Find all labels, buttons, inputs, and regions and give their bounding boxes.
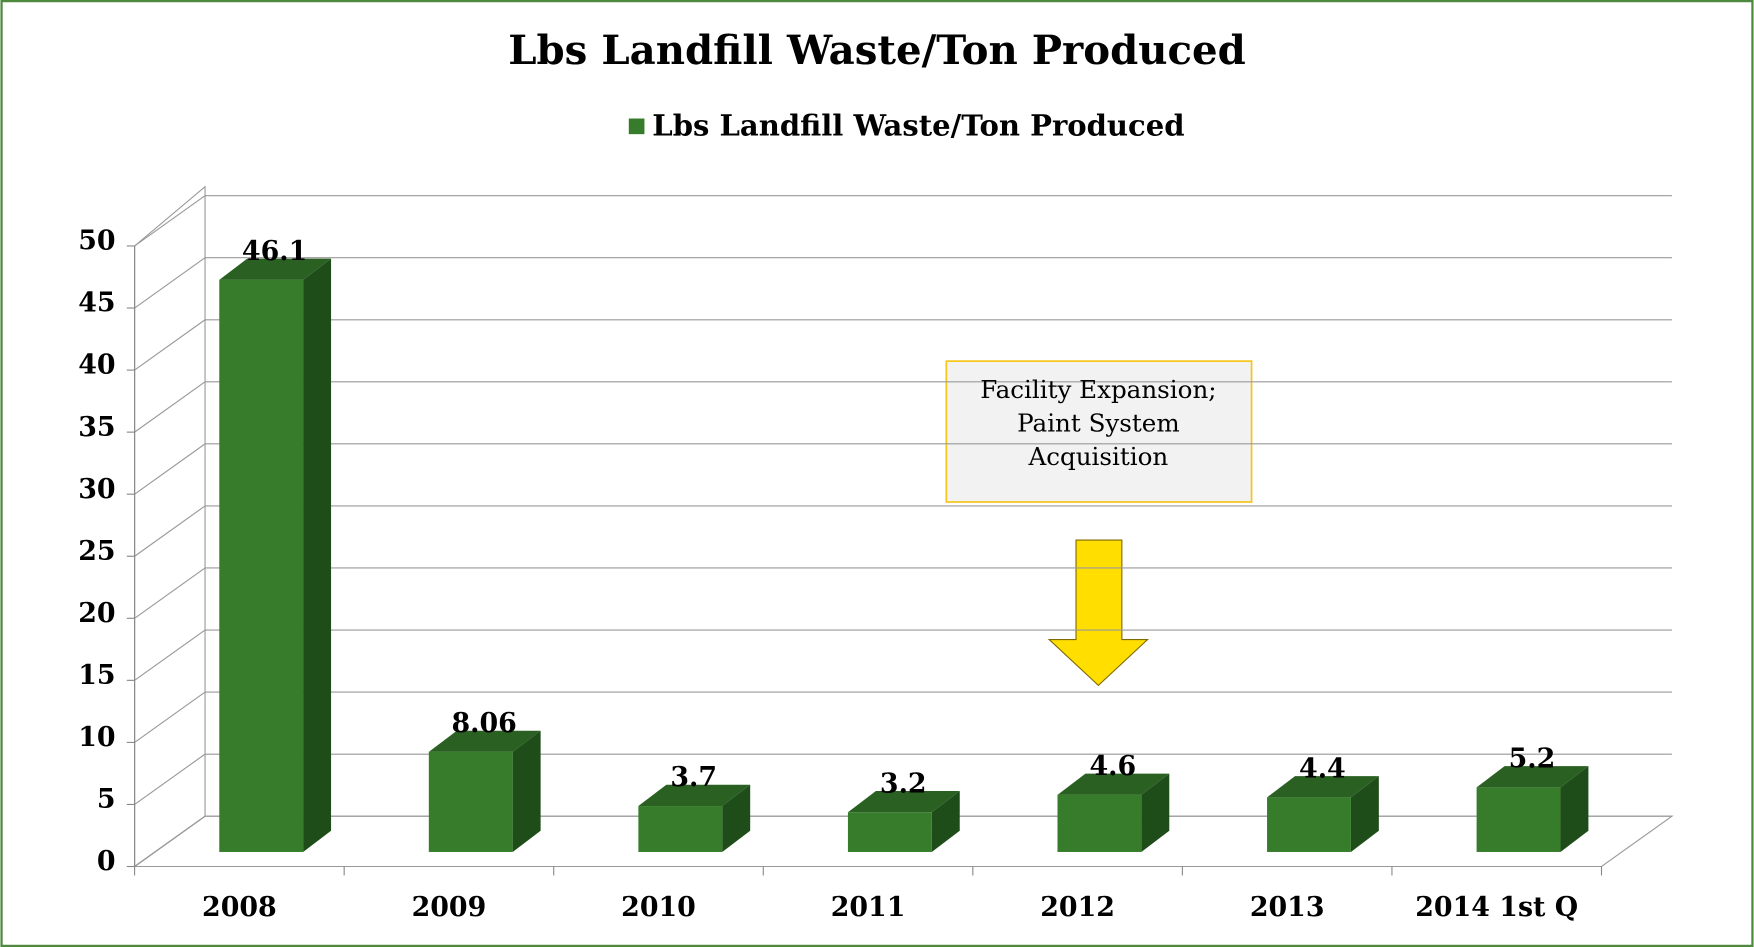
data-label: 46.1 <box>242 236 307 267</box>
bar <box>638 806 723 852</box>
y-tick-label: 45 <box>78 288 115 319</box>
x-tick-label: 2010 <box>621 892 696 923</box>
bar-side <box>1560 766 1589 852</box>
bar-top <box>1476 766 1589 788</box>
y-tick-label: 5 <box>97 784 116 815</box>
legend-label: Lbs Landfill Waste/Ton Produced <box>652 108 1184 142</box>
y-tick-label: 20 <box>78 598 115 629</box>
grid-line <box>134 381 206 433</box>
grid-line <box>134 691 206 743</box>
bar-top <box>428 730 541 752</box>
x-tick-label: 2014 1st Q <box>1415 892 1578 923</box>
y-tick-label: 40 <box>78 350 115 381</box>
bar <box>847 812 932 852</box>
grid-line <box>134 815 206 867</box>
bar-top <box>219 258 332 280</box>
annotation-text: Acquisition <box>1027 442 1168 471</box>
legend-swatch <box>628 118 645 135</box>
y-tick-label: 25 <box>78 536 115 567</box>
bar-side <box>722 784 751 852</box>
data-label: 4.4 <box>1299 754 1346 785</box>
bar <box>428 751 513 852</box>
grid-line <box>134 195 206 247</box>
bar-top <box>1057 773 1170 795</box>
y-tick-label: 15 <box>78 660 115 691</box>
x-tick-label: 2009 <box>412 892 487 923</box>
bar <box>1476 787 1561 852</box>
y-tick-label: 50 <box>78 226 115 257</box>
x-tick-label: 2008 <box>202 892 277 923</box>
data-label: 5.2 <box>1509 744 1556 775</box>
bar-side <box>931 791 960 852</box>
grid-line <box>134 567 206 619</box>
y-tick-label: 10 <box>78 722 115 753</box>
grid-line <box>134 505 206 557</box>
grid-line <box>134 753 206 805</box>
x-tick-label: 2011 <box>831 892 906 923</box>
bar-top <box>638 784 751 807</box>
data-label: 3.2 <box>880 768 927 799</box>
y-tick-label: 30 <box>78 474 115 505</box>
annotation-box <box>945 360 1253 503</box>
data-label: 8.06 <box>451 708 516 739</box>
bar <box>1057 794 1142 852</box>
bar-side <box>1141 773 1170 852</box>
bar-top <box>1267 776 1379 798</box>
bar <box>1267 797 1351 852</box>
y-tick-label: 35 <box>78 412 115 443</box>
bar-side <box>303 258 332 852</box>
y-tick-label: 0 <box>97 846 116 877</box>
data-label: 3.7 <box>670 762 717 793</box>
annotation-text: Facility Expansion; <box>980 375 1216 404</box>
data-label: 4.6 <box>1089 751 1136 782</box>
bar-side <box>512 730 541 852</box>
chart-title: Lbs Landfill Waste/Ton Produced <box>508 27 1246 74</box>
grid-line <box>134 257 206 309</box>
grid-line <box>134 443 206 495</box>
bar <box>219 279 304 852</box>
annotation-text: Paint System <box>1017 408 1180 437</box>
annotation-arrow <box>1047 539 1149 687</box>
bar-side <box>1350 776 1379 852</box>
bar-top <box>847 791 960 813</box>
grid-line <box>134 629 206 681</box>
x-tick-label: 2013 <box>1250 892 1325 923</box>
grid-line <box>134 319 206 371</box>
x-tick-label: 2012 <box>1040 892 1115 923</box>
